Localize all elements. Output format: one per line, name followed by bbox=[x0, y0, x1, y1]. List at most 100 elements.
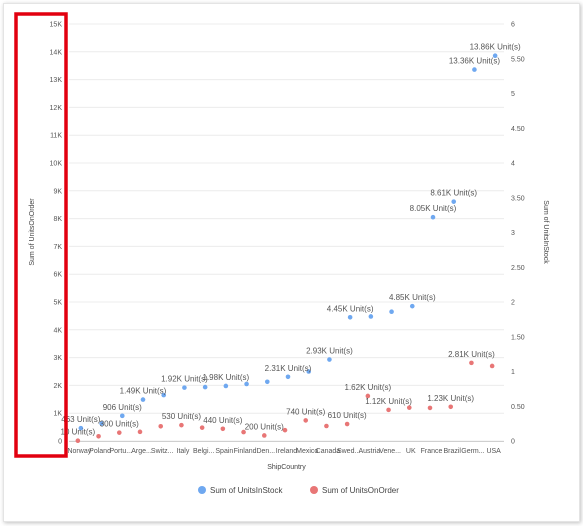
data-label: 1.62K Unit(s) bbox=[345, 383, 392, 392]
legend-marker bbox=[310, 486, 318, 494]
point-sum-of-unitsonorder-arge[interactable] bbox=[137, 429, 143, 435]
point-sum-of-unitsonorder-canada[interactable] bbox=[324, 423, 329, 429]
point-sum-of-unitsonorder-uk[interactable] bbox=[406, 405, 412, 410]
point-sum-of-unitsonorder-poland[interactable] bbox=[96, 433, 101, 439]
point-sum-of-unitsinstock-swed[interactable] bbox=[347, 314, 353, 320]
gridlines bbox=[69, 23, 504, 442]
y2-tick-label: 3.50 bbox=[511, 195, 525, 202]
data-label: 1.92K Unit(s) bbox=[161, 375, 208, 384]
data-points[interactable] bbox=[75, 53, 498, 444]
legend-marker bbox=[198, 486, 206, 494]
point-sum-of-unitsinstock-usa[interactable] bbox=[492, 53, 498, 58]
point-sum-of-unitsonorder-norway[interactable] bbox=[75, 438, 81, 444]
point-sum-of-unitsonorder-vene[interactable] bbox=[386, 407, 391, 413]
point-sum-of-unitsinstock-italy[interactable] bbox=[182, 385, 187, 390]
data-labels: 463 Unit(s)906 Unit(s) 1.49K Unit(s) 1.92K… bbox=[61, 43, 522, 437]
point-sum-of-unitsinstock-mexico[interactable] bbox=[306, 369, 312, 374]
data-label: 4.85K Unit(s) bbox=[389, 293, 436, 302]
y2-axis-title: Sum of UnitsInStock bbox=[542, 200, 549, 264]
point-sum-of-unitsinstock-switz[interactable] bbox=[161, 392, 167, 398]
point-sum-of-unitsonorder-ireland[interactable] bbox=[282, 427, 288, 433]
data-label: 463 Unit(s) bbox=[61, 415, 100, 424]
point-sum-of-unitsonorder-mexico[interactable] bbox=[303, 418, 309, 423]
point-sum-of-unitsinstock-belgi[interactable] bbox=[202, 384, 208, 390]
point-sum-of-unitsinstock-portu[interactable] bbox=[119, 413, 125, 419]
point-sum-of-unitsonorder-den[interactable] bbox=[261, 433, 267, 438]
data-label: 740 Unit(s) bbox=[286, 407, 325, 416]
data-label: 530 Unit(s) bbox=[162, 412, 201, 421]
point-sum-of-unitsinstock-france[interactable] bbox=[430, 214, 436, 220]
point-sum-of-unitsonorder-brazil[interactable] bbox=[448, 404, 454, 410]
data-label: 4.45K Unit(s) bbox=[327, 304, 374, 313]
data-label: 200 Unit(s) bbox=[245, 422, 284, 431]
y-tick-label: 9K bbox=[53, 188, 62, 195]
y-tick-label: 12K bbox=[50, 105, 63, 112]
point-sum-of-unitsinstock-austria[interactable] bbox=[368, 314, 374, 319]
x-tick-label-germ: Germ... bbox=[461, 448, 484, 455]
point-sum-of-unitsonorder-belgi[interactable] bbox=[199, 425, 205, 430]
y2-tick-label: 1 bbox=[511, 369, 515, 376]
point-sum-of-unitsonorder-switz[interactable] bbox=[158, 423, 164, 429]
y2-tick-label: 3 bbox=[511, 230, 515, 237]
x-axis-title: ShipCountry bbox=[267, 464, 306, 471]
point-sum-of-unitsinstock-uk[interactable] bbox=[409, 303, 415, 309]
y-tick-label: 1K bbox=[53, 411, 62, 418]
y2-tick-label: 0 bbox=[511, 439, 515, 446]
point-sum-of-unitsinstock-spain[interactable] bbox=[223, 383, 229, 389]
data-label: 13.36K Unit(s) bbox=[449, 57, 500, 66]
point-sum-of-unitsonorder-germ[interactable] bbox=[469, 360, 474, 366]
point-sum-of-unitsinstock-den[interactable] bbox=[264, 379, 270, 385]
point-sum-of-unitsinstock-vene[interactable] bbox=[389, 309, 394, 315]
point-sum-of-unitsonorder-spain[interactable] bbox=[220, 426, 226, 432]
legend-label: Sum of UnitsOnOrder bbox=[322, 486, 399, 495]
data-label: 8.61K Unit(s) bbox=[430, 189, 477, 198]
data-label: 2.93K Unit(s) bbox=[306, 347, 353, 356]
x-tick-label-mexico: Mexico bbox=[296, 448, 318, 455]
point-sum-of-unitsonorder-usa[interactable] bbox=[489, 363, 495, 369]
point-sum-of-unitsonorder-france[interactable] bbox=[427, 405, 433, 411]
legend-item-sum-of-unitsinstock[interactable]: Sum of UnitsInStock bbox=[198, 486, 283, 495]
data-label: 300 Unit(s) bbox=[100, 420, 139, 429]
x-tick-label-ireland: Ireland bbox=[276, 448, 298, 455]
point-sum-of-unitsinstock-brazil[interactable] bbox=[451, 199, 457, 204]
y-tick-label: 13K bbox=[50, 77, 63, 84]
x-tick-label-usa: USA bbox=[486, 448, 501, 455]
x-tick-label-den: Den... bbox=[256, 448, 275, 455]
data-label: 1.98K Unit(s) bbox=[203, 373, 250, 382]
data-label: 13.86K Unit(s) bbox=[470, 43, 521, 52]
y2-tick-label: 1.50 bbox=[511, 334, 525, 341]
legend[interactable]: Sum of UnitsInStock Sum of UnitsOnOrder bbox=[198, 486, 399, 495]
point-sum-of-unitsinstock-germ[interactable] bbox=[472, 67, 477, 72]
y-tick-label: 14K bbox=[50, 49, 63, 56]
point-sum-of-unitsonorder-portu[interactable] bbox=[116, 430, 122, 435]
data-label: 610 Unit(s) bbox=[328, 411, 367, 420]
point-sum-of-unitsinstock-finland[interactable] bbox=[244, 381, 249, 387]
x-tick-label-uk: UK bbox=[406, 448, 416, 455]
y-axis-left: 0 1K 2K 3K 4K 5K 6K 7K 8K 9K 10K 11K 12K 13K 14K 15K bbox=[50, 22, 63, 446]
point-sum-of-unitsinstock-ireland[interactable] bbox=[285, 374, 291, 380]
data-label: 906 Unit(s) bbox=[103, 403, 142, 412]
x-tick-label-spain: Spain bbox=[215, 448, 233, 455]
x-tick-label-poland: Poland bbox=[89, 448, 111, 455]
legend-item-sum-of-unitsonorder[interactable]: Sum of UnitsOnOrder bbox=[310, 486, 399, 495]
y-tick-label: 15K bbox=[50, 22, 63, 29]
y2-tick-label: 2 bbox=[511, 300, 515, 307]
point-sum-of-unitsinstock-canada[interactable] bbox=[327, 357, 332, 362]
point-sum-of-unitsinstock-poland[interactable] bbox=[99, 421, 104, 426]
data-label: 8.05K Unit(s) bbox=[410, 204, 457, 213]
y2-tick-label: 4 bbox=[511, 161, 515, 168]
point-sum-of-unitsonorder-swed[interactable] bbox=[344, 421, 350, 427]
point-sum-of-unitsinstock-arge[interactable] bbox=[140, 397, 146, 402]
x-tick-label-brazil: Brazil bbox=[443, 448, 461, 455]
x-tick-label-finland: Finland bbox=[234, 448, 257, 455]
y2-tick-label: 6 bbox=[511, 22, 515, 29]
x-tick-label-swed: Swed... bbox=[337, 448, 360, 455]
point-sum-of-unitsonorder-finland[interactable] bbox=[241, 429, 246, 435]
point-sum-of-unitsonorder-italy[interactable] bbox=[179, 422, 184, 428]
x-tick-label-italy: Italy bbox=[177, 448, 190, 455]
point-sum-of-unitsonorder-austria[interactable] bbox=[365, 393, 371, 399]
x-tick-label-austria: Austria bbox=[358, 448, 380, 455]
point-sum-of-unitsinstock-norway[interactable] bbox=[78, 425, 84, 431]
